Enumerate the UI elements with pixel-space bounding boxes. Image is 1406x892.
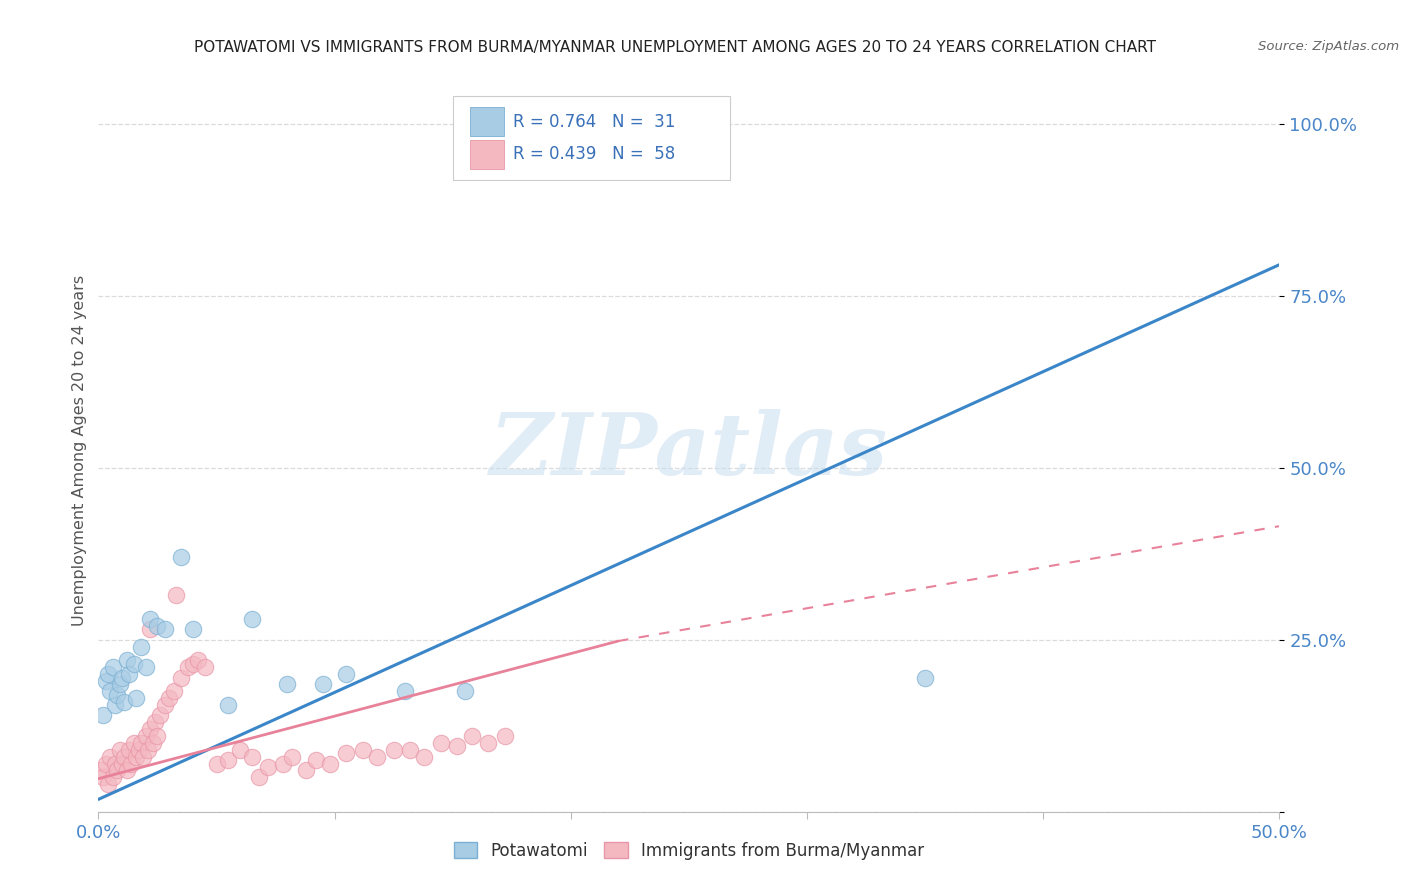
Point <box>118 743 141 757</box>
Point <box>170 671 193 685</box>
Point <box>153 698 176 712</box>
Text: R = 0.764   N =  31: R = 0.764 N = 31 <box>513 112 675 131</box>
Point <box>105 764 128 778</box>
Point <box>128 743 150 757</box>
Point <box>187 653 209 667</box>
Point <box>257 760 280 774</box>
Point <box>413 749 436 764</box>
Point <box>91 770 114 784</box>
Point <box>139 612 162 626</box>
Point <box>181 657 204 671</box>
Point <box>135 660 157 674</box>
Point <box>139 722 162 736</box>
Point <box>91 708 114 723</box>
Point <box>165 588 187 602</box>
Point <box>112 695 135 709</box>
Point <box>229 743 252 757</box>
Point <box>335 667 357 681</box>
Point <box>97 667 120 681</box>
Point <box>281 749 304 764</box>
Point <box>94 673 117 688</box>
Text: ZIPatlas: ZIPatlas <box>489 409 889 492</box>
Point <box>170 550 193 565</box>
Point <box>108 743 131 757</box>
Point <box>121 756 143 771</box>
Point <box>101 660 124 674</box>
Point <box>240 749 263 764</box>
Point <box>122 736 145 750</box>
Point <box>142 736 165 750</box>
Point <box>111 756 134 771</box>
Y-axis label: Unemployment Among Ages 20 to 24 years: Unemployment Among Ages 20 to 24 years <box>72 275 87 626</box>
Point <box>177 660 200 674</box>
Point <box>319 756 342 771</box>
Point <box>97 777 120 791</box>
Point <box>352 743 374 757</box>
Point <box>149 708 172 723</box>
FancyBboxPatch shape <box>453 96 730 179</box>
Text: POTAWATOMI VS IMMIGRANTS FROM BURMA/MYANMAR UNEMPLOYMENT AMONG AGES 20 TO 24 YEA: POTAWATOMI VS IMMIGRANTS FROM BURMA/MYAN… <box>194 40 1156 55</box>
Point <box>112 749 135 764</box>
Point <box>460 729 482 743</box>
Point <box>399 743 422 757</box>
Point <box>366 749 388 764</box>
Point <box>382 743 405 757</box>
Point <box>335 746 357 760</box>
Point <box>104 756 127 771</box>
Point <box>135 729 157 743</box>
Point <box>157 691 180 706</box>
Point <box>115 764 138 778</box>
Point <box>129 640 152 654</box>
FancyBboxPatch shape <box>471 107 503 136</box>
Point <box>136 743 159 757</box>
Point <box>111 671 134 685</box>
Point <box>312 677 335 691</box>
Point <box>453 684 475 698</box>
Point <box>146 729 169 743</box>
Point <box>125 691 148 706</box>
Point <box>132 749 155 764</box>
Point <box>125 749 148 764</box>
Point <box>90 764 112 778</box>
Point <box>305 753 328 767</box>
Point <box>394 684 416 698</box>
Point <box>122 657 145 671</box>
Point <box>163 684 186 698</box>
Point <box>115 653 138 667</box>
FancyBboxPatch shape <box>471 140 503 169</box>
Point <box>914 671 936 685</box>
Text: Source: ZipAtlas.com: Source: ZipAtlas.com <box>1258 40 1399 54</box>
Point <box>240 612 263 626</box>
Point <box>105 688 128 702</box>
Point <box>194 660 217 674</box>
Point <box>430 736 453 750</box>
Point <box>98 684 121 698</box>
Legend: Potawatomi, Immigrants from Burma/Myanmar: Potawatomi, Immigrants from Burma/Myanma… <box>449 837 929 865</box>
Point <box>129 736 152 750</box>
Point <box>477 736 499 750</box>
Point <box>153 623 176 637</box>
Text: R = 0.439   N =  58: R = 0.439 N = 58 <box>513 145 675 163</box>
Point <box>271 756 294 771</box>
Point <box>104 698 127 712</box>
Point <box>494 729 516 743</box>
Point <box>276 677 298 691</box>
Point <box>118 667 141 681</box>
Point <box>143 715 166 730</box>
Point <box>146 619 169 633</box>
Point <box>205 756 228 771</box>
Point <box>94 756 117 771</box>
Point <box>108 677 131 691</box>
Point <box>98 749 121 764</box>
Point <box>217 698 239 712</box>
Point <box>295 764 318 778</box>
Point <box>247 770 270 784</box>
Point <box>139 623 162 637</box>
Point <box>101 770 124 784</box>
Point <box>446 739 468 754</box>
Point <box>217 753 239 767</box>
Point <box>181 623 204 637</box>
